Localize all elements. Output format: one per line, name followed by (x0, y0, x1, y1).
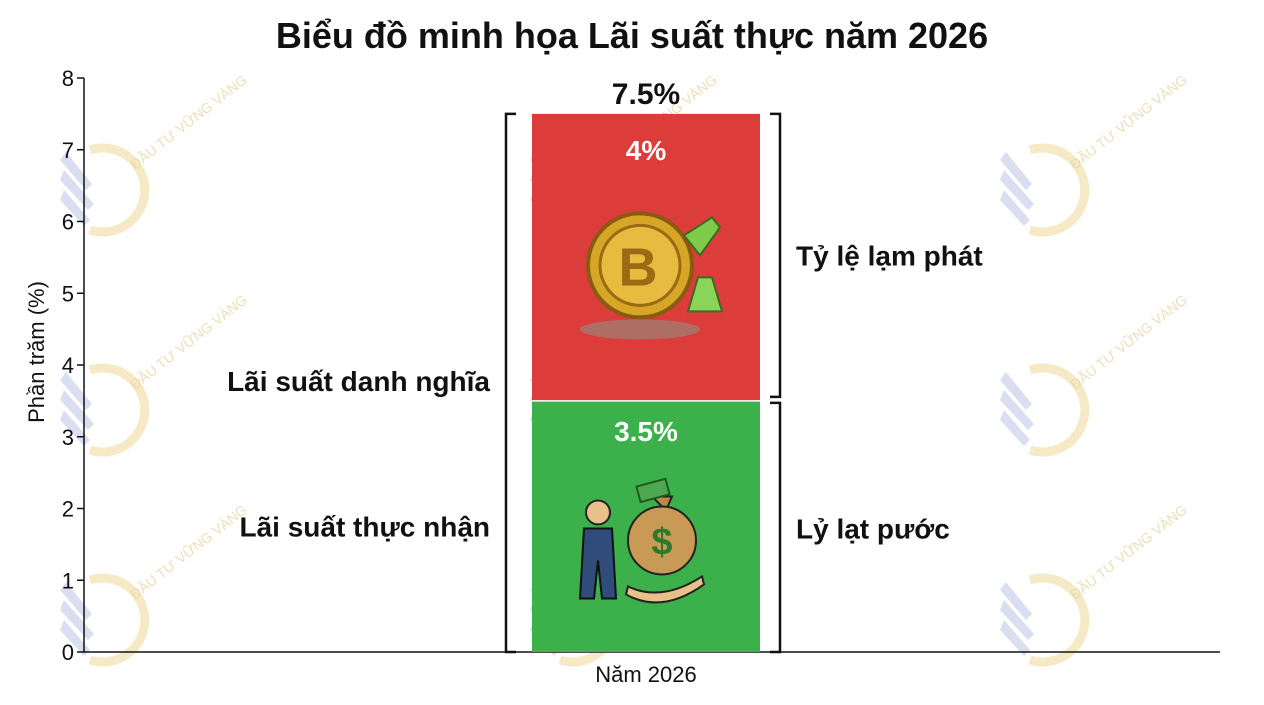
segment-label-real: 3.5% (614, 416, 678, 447)
y-tick-label: 0 (62, 640, 74, 665)
y-tick-label: 2 (62, 497, 74, 522)
watermark-text: ĐẦU TƯ VỮNG VÀNG (1067, 291, 1190, 392)
label-nominal-rate: Lãi suất danh nghĩa (227, 366, 490, 397)
y-tick-label: 6 (62, 210, 74, 235)
money-bag-icon: $ (578, 477, 706, 604)
y-tick-label: 8 (62, 66, 74, 91)
bitcoin-coin-icon: B (580, 211, 724, 340)
label-real-rate: Lãi suất thực nhận (239, 511, 490, 542)
y-tick-label: 4 (62, 353, 74, 378)
watermark-text: ĐẦU TƯ VỮNG VÀNG (1067, 71, 1190, 172)
y-tick-label: 5 (62, 281, 74, 306)
bracket-left (504, 112, 516, 654)
label-right-bottom: Lỷ lạt pước (796, 513, 950, 544)
segment-label-inflation: 4% (626, 135, 667, 166)
total-label: 7.5% (612, 78, 680, 111)
y-tick-label: 3 (62, 425, 74, 450)
bracket-right-top (770, 112, 782, 399)
svg-text:B: B (619, 237, 658, 297)
y-tick-label: 7 (62, 138, 74, 163)
chart-title: Biểu đồ minh họa Lãi suất thực năm 2026 (276, 15, 988, 56)
watermark-text: ĐẦU TƯ VỮNG VÀNG (1067, 501, 1190, 602)
svg-text:$: $ (651, 521, 672, 563)
watermark-text: ĐẦU TƯ VỮNG VÀNG (127, 71, 250, 172)
x-tick-label: Năm 2026 (595, 662, 697, 687)
y-tick-label: 1 (62, 568, 74, 593)
y-axis-ticks: 0 1 2 3 4 5 6 7 8 (62, 66, 84, 665)
bracket-right-bottom (770, 401, 782, 654)
label-inflation-rate: Tỷ lệ lạm phát (796, 240, 983, 271)
y-axis-label: Phần trăm (%) (24, 281, 49, 423)
watermark-text: ĐẦU TƯ VỮNG VÀNG (127, 501, 250, 602)
